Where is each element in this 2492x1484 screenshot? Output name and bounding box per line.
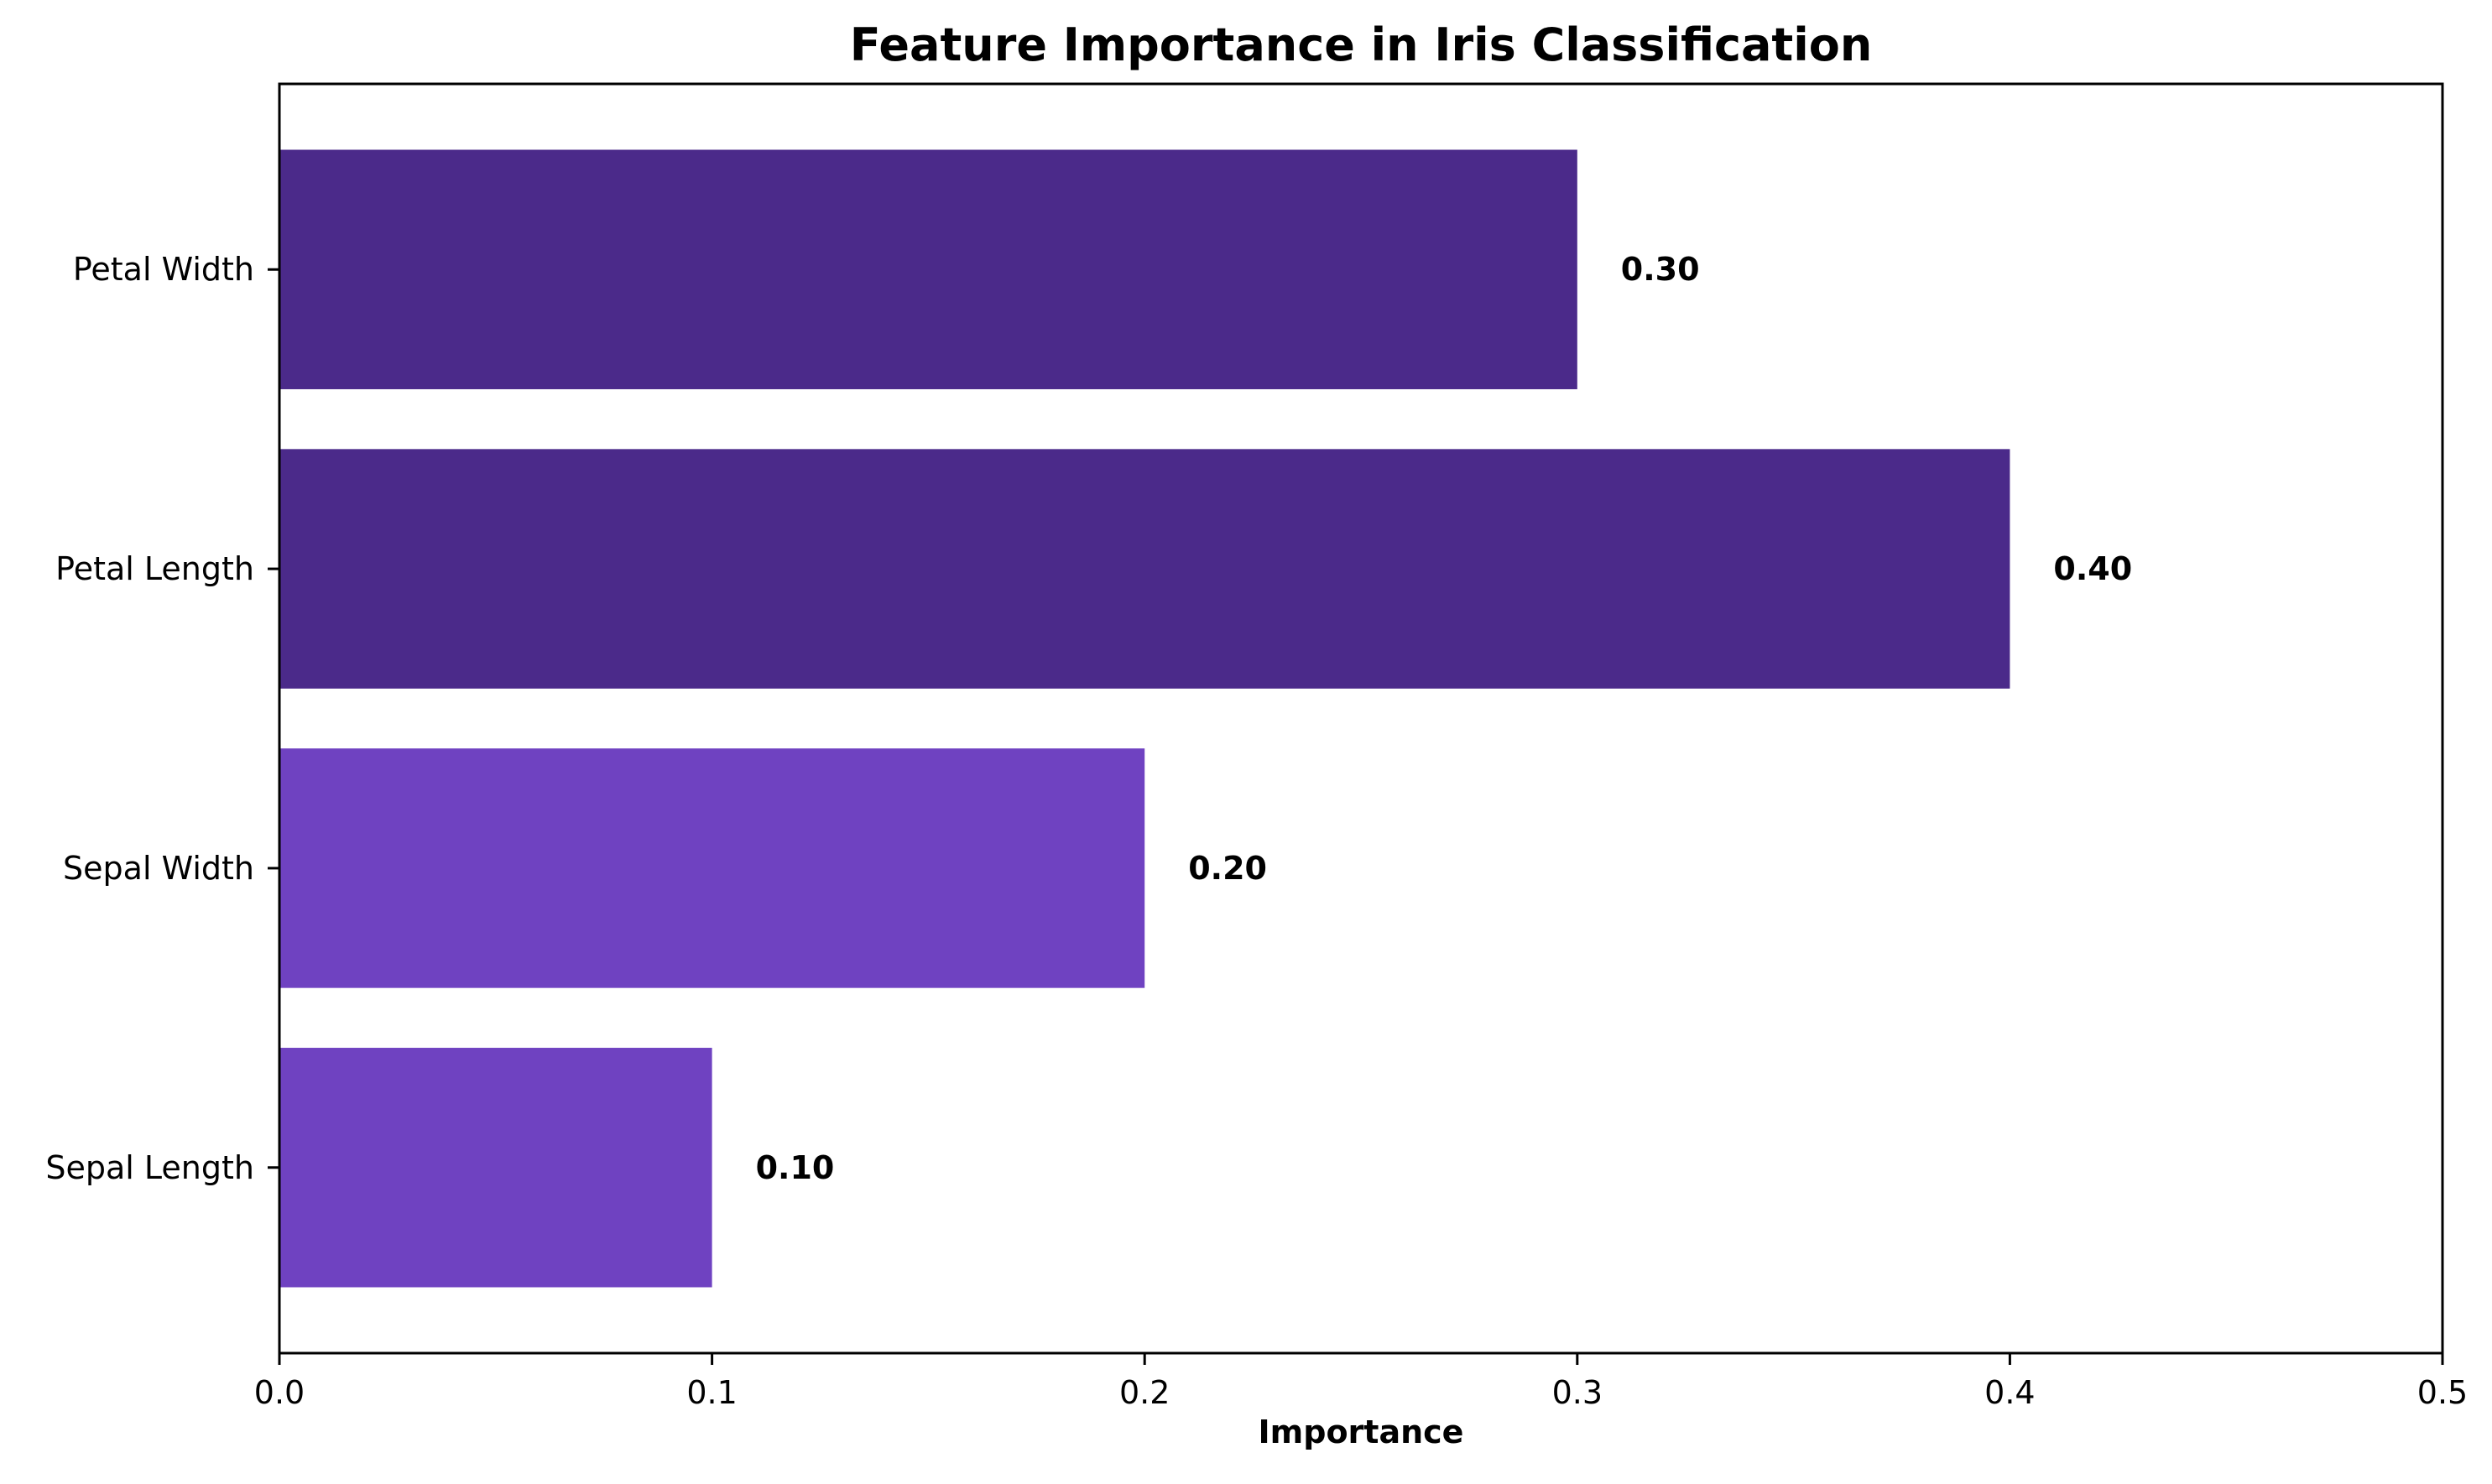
x-axis-label: Importance	[1259, 1414, 1464, 1450]
bar-sepal-length	[279, 1048, 712, 1287]
x-tick-label-4: 0.4	[1984, 1374, 2035, 1411]
y-tick-label-sepal-width: Sepal Width	[63, 850, 254, 887]
x-tick-label-3: 0.3	[1552, 1374, 1603, 1411]
x-tick-label-1: 0.1	[686, 1374, 737, 1411]
value-label-petal-length: 0.40	[2053, 550, 2132, 587]
bar-petal-length	[279, 449, 2010, 688]
y-tick-label-petal-length: Petal Length	[55, 550, 254, 587]
x-tick-label-5: 0.5	[2417, 1374, 2468, 1411]
value-label-petal-width: 0.30	[1621, 251, 1700, 288]
bar-sepal-width	[279, 748, 1144, 987]
y-tick-label-sepal-length: Sepal Length	[45, 1149, 254, 1186]
x-tick-label-0: 0.0	[254, 1374, 305, 1411]
chart-title: Feature Importance in Iris Classificatio…	[850, 18, 1873, 71]
value-label-sepal-length: 0.10	[756, 1149, 835, 1186]
x-tick-label-2: 0.2	[1119, 1374, 1170, 1411]
y-tick-label-petal-width: Petal Width	[73, 251, 254, 288]
bar-petal-width	[279, 150, 1577, 389]
value-label-sepal-width: 0.20	[1188, 850, 1267, 887]
